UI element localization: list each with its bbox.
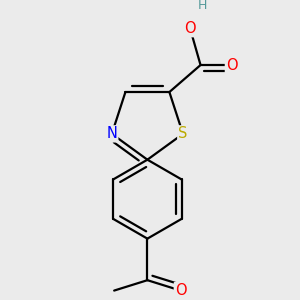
Text: H: H <box>198 0 207 12</box>
Text: O: O <box>226 58 238 73</box>
Text: N: N <box>106 126 117 141</box>
Text: S: S <box>178 126 188 141</box>
Text: O: O <box>175 283 187 298</box>
Text: O: O <box>184 21 196 36</box>
